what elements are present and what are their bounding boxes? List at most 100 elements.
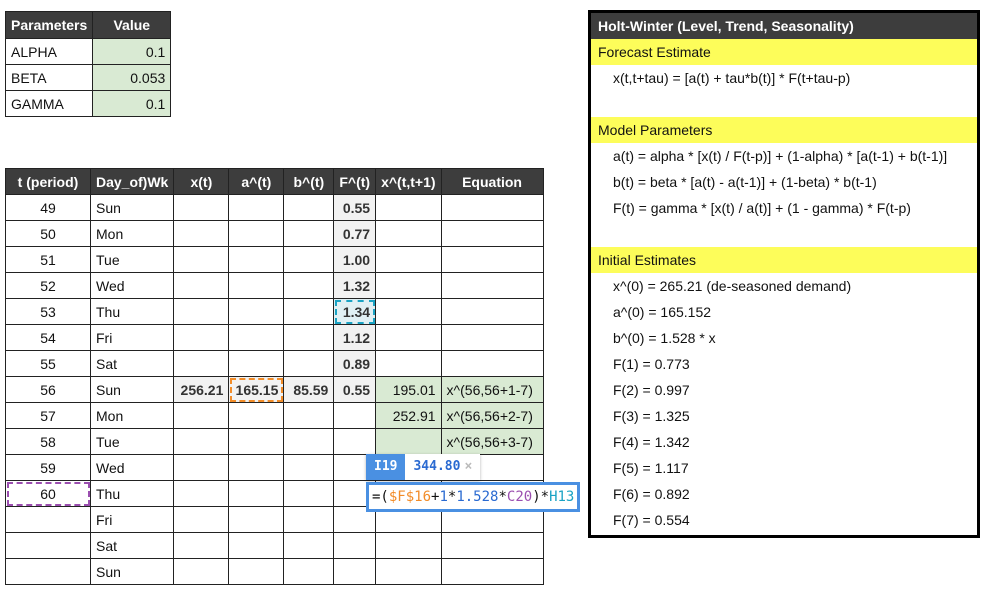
table-cell[interactable]	[283, 298, 335, 325]
table-cell[interactable]: 50	[5, 220, 91, 247]
close-icon[interactable]: ×	[464, 459, 473, 474]
param-value[interactable]: 0.053	[92, 64, 172, 91]
table-cell[interactable]	[173, 532, 230, 559]
table-cell[interactable]	[440, 324, 544, 351]
table-cell[interactable]	[440, 532, 544, 559]
table-cell[interactable]: 195.01	[375, 376, 442, 403]
table-cell[interactable]	[333, 402, 377, 429]
table-cell[interactable]: 1.00	[333, 246, 377, 273]
table-cell[interactable]	[440, 558, 544, 585]
table-cell[interactable]	[440, 194, 544, 221]
table-cell[interactable]	[228, 402, 285, 429]
table-cell[interactable]	[283, 480, 335, 507]
table-cell[interactable]	[173, 506, 230, 533]
table-cell[interactable]	[5, 506, 91, 533]
table-cell[interactable]	[228, 454, 285, 481]
table-cell[interactable]	[173, 480, 230, 507]
table-cell[interactable]	[375, 558, 442, 585]
table-cell[interactable]	[375, 324, 442, 351]
table-cell[interactable]	[173, 454, 230, 481]
table-cell[interactable]: 58	[5, 428, 91, 455]
table-cell[interactable]	[283, 350, 335, 377]
table-cell[interactable]	[333, 532, 377, 559]
table-cell[interactable]	[228, 428, 285, 455]
table-cell[interactable]: 55	[5, 350, 91, 377]
table-cell[interactable]	[173, 272, 230, 299]
table-cell[interactable]	[283, 454, 335, 481]
param-value[interactable]: 0.1	[92, 38, 172, 65]
table-cell[interactable]: 60	[5, 480, 91, 507]
param-name[interactable]: GAMMA	[4, 90, 94, 117]
table-cell[interactable]: Fri	[89, 324, 175, 351]
table-cell[interactable]	[173, 194, 230, 221]
table-cell[interactable]: Sun	[89, 558, 175, 585]
table-cell[interactable]: 1.12	[333, 324, 377, 351]
table-cell[interactable]: Sun	[89, 194, 175, 221]
table-cell[interactable]	[283, 194, 335, 221]
table-cell[interactable]	[283, 324, 335, 351]
table-cell[interactable]	[375, 350, 442, 377]
table-cell[interactable]: Wed	[89, 454, 175, 481]
table-cell[interactable]	[283, 220, 335, 247]
table-cell[interactable]	[283, 506, 335, 533]
param-name[interactable]: BETA	[4, 64, 94, 91]
table-cell[interactable]	[375, 272, 442, 299]
table-cell[interactable]	[440, 272, 544, 299]
table-cell[interactable]: Mon	[89, 402, 175, 429]
table-cell[interactable]: 54	[5, 324, 91, 351]
table-cell[interactable]: 0.55	[333, 194, 377, 221]
table-cell[interactable]	[228, 246, 285, 273]
table-cell[interactable]: Wed	[89, 272, 175, 299]
table-cell[interactable]	[173, 558, 230, 585]
table-cell[interactable]: 53	[5, 298, 91, 325]
table-cell[interactable]	[173, 350, 230, 377]
table-cell[interactable]: x^(56,56+1-7)	[440, 376, 544, 403]
table-cell[interactable]	[228, 220, 285, 247]
table-cell[interactable]	[228, 272, 285, 299]
table-cell[interactable]	[283, 246, 335, 273]
table-cell[interactable]	[283, 272, 335, 299]
table-cell[interactable]: 256.21	[173, 376, 230, 403]
param-value[interactable]: 0.1	[92, 90, 172, 117]
table-cell[interactable]: Thu	[89, 480, 175, 507]
table-cell[interactable]	[228, 324, 285, 351]
table-cell[interactable]: 52	[5, 272, 91, 299]
table-cell[interactable]: Sat	[89, 350, 175, 377]
param-name[interactable]: ALPHA	[4, 38, 94, 65]
table-cell[interactable]: Sun	[89, 376, 175, 403]
table-cell[interactable]	[375, 246, 442, 273]
table-cell[interactable]	[440, 350, 544, 377]
table-cell[interactable]: 57	[5, 402, 91, 429]
table-cell[interactable]: Tue	[89, 428, 175, 455]
table-cell[interactable]: Fri	[89, 506, 175, 533]
table-cell[interactable]: 1.34	[333, 298, 377, 325]
table-cell[interactable]	[375, 532, 442, 559]
table-cell[interactable]	[228, 350, 285, 377]
table-cell[interactable]	[375, 298, 442, 325]
table-cell[interactable]	[228, 558, 285, 585]
table-cell[interactable]	[375, 428, 442, 455]
table-cell[interactable]	[173, 428, 230, 455]
table-cell[interactable]	[375, 194, 442, 221]
table-cell[interactable]	[283, 532, 335, 559]
table-cell[interactable]	[173, 298, 230, 325]
table-cell[interactable]	[228, 506, 285, 533]
table-cell[interactable]	[5, 558, 91, 585]
table-cell[interactable]	[173, 246, 230, 273]
table-cell[interactable]: 165.15	[228, 376, 285, 403]
table-cell[interactable]: x^(56,56+3-7)	[440, 428, 544, 455]
table-cell[interactable]: 0.77	[333, 220, 377, 247]
table-cell[interactable]: Thu	[89, 298, 175, 325]
table-cell[interactable]	[173, 402, 230, 429]
table-cell[interactable]: 85.59	[283, 376, 335, 403]
table-cell[interactable]: 0.55	[333, 376, 377, 403]
table-cell[interactable]	[333, 428, 377, 455]
formula-editor[interactable]: =($F$16+1*1.528*C20)*H13	[366, 482, 581, 512]
table-cell[interactable]	[283, 428, 335, 455]
table-cell[interactable]: 0.89	[333, 350, 377, 377]
table-cell[interactable]: 252.91	[375, 402, 442, 429]
table-cell[interactable]: Tue	[89, 246, 175, 273]
table-cell[interactable]: 49	[5, 194, 91, 221]
table-cell[interactable]	[228, 298, 285, 325]
table-cell[interactable]: Sat	[89, 532, 175, 559]
